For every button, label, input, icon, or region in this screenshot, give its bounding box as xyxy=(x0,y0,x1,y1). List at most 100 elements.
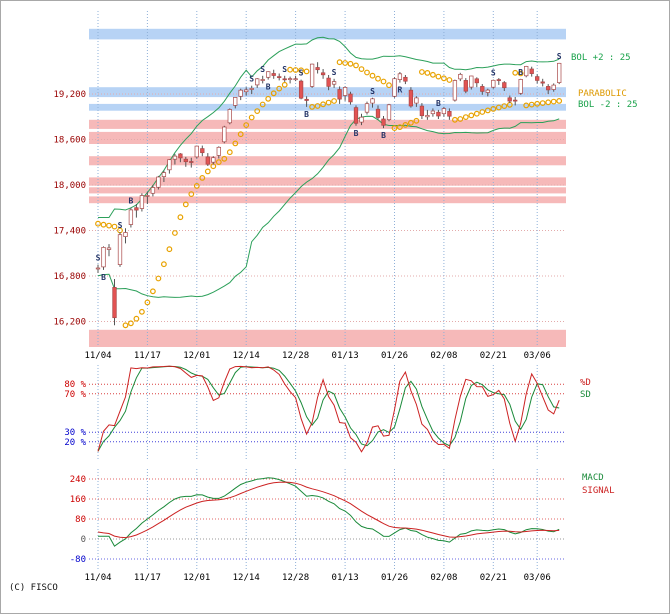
candlestick xyxy=(474,78,479,84)
parabolic-sar-dot xyxy=(441,75,447,82)
candlestick xyxy=(260,79,265,81)
stoch-y-axis-label: 80 % xyxy=(64,380,86,390)
candlestick xyxy=(287,78,293,80)
candlestick xyxy=(485,89,490,93)
parabolic-sar-dot xyxy=(342,60,349,66)
date-axis-label: 12/14 xyxy=(233,351,260,361)
candlestick xyxy=(123,232,128,237)
parabolic-sar-dot xyxy=(517,70,524,77)
legend-percent-d: %D xyxy=(580,378,591,388)
parabolic-sar-dot xyxy=(397,124,403,130)
candlestick xyxy=(397,73,403,80)
parabolic-sar-dot xyxy=(512,69,519,76)
candlestick xyxy=(557,62,562,83)
candlestick xyxy=(293,78,298,81)
parabolic-sar-dot xyxy=(276,85,283,92)
parabolic-sar-dot xyxy=(166,246,173,253)
candlestick xyxy=(194,145,199,158)
parabolic-sar-dot xyxy=(243,122,250,128)
parabolic-sar-dot xyxy=(138,308,145,315)
parabolic-sar-dot xyxy=(177,214,184,221)
parabolic-sar-dot xyxy=(468,112,475,119)
macd-y-axis-label: 240 xyxy=(70,475,86,485)
parabolic-sar-dot xyxy=(358,66,365,72)
parabolic-sar-dot xyxy=(364,69,370,76)
parabolic-sar-dot xyxy=(430,71,436,78)
parabolic-sar-dot xyxy=(265,95,272,102)
signal-marker-B: B xyxy=(354,129,359,138)
candlestick xyxy=(320,72,326,76)
main-y-axis-label: 17,400 xyxy=(53,227,86,237)
candlestick xyxy=(441,108,447,115)
parabolic-sar-dot xyxy=(495,104,502,111)
signal-marker-B: B xyxy=(304,110,309,119)
candlestick xyxy=(359,116,364,123)
macd-line xyxy=(98,477,560,547)
signal-marker-S: S xyxy=(557,52,562,61)
signal-marker-B: B xyxy=(436,99,441,108)
candlestick xyxy=(101,247,106,268)
candlestick xyxy=(480,86,485,92)
candlestick xyxy=(189,161,194,163)
date-axis-label: 03/06 xyxy=(524,351,551,361)
candlestick xyxy=(271,73,276,76)
date-axis-label: 01/13 xyxy=(332,351,359,361)
blue-price-zone xyxy=(89,87,566,98)
parabolic-sar-dot xyxy=(484,107,491,114)
candlestick xyxy=(436,111,441,117)
parabolic-sar-dot xyxy=(419,69,425,75)
parabolic-sar-dot xyxy=(545,99,552,106)
date-axis-label: 11/04 xyxy=(84,573,111,583)
date-axis-label: 02/08 xyxy=(430,573,457,583)
candlestick xyxy=(222,126,227,143)
date-axis-label: 02/21 xyxy=(480,573,507,583)
parabolic-sar-dot xyxy=(457,116,464,122)
legend-sd: SD xyxy=(580,390,591,400)
candlestick xyxy=(419,105,425,117)
candlestick xyxy=(386,104,392,121)
pink-price-zone xyxy=(89,187,566,194)
candlestick xyxy=(128,209,134,225)
date-axis-label: 12/28 xyxy=(282,351,309,361)
copyright-fisco: (C) FISCO xyxy=(9,583,58,593)
date-axis-label: 12/01 xyxy=(183,573,210,583)
candlestick xyxy=(348,93,353,103)
candlestick xyxy=(540,81,545,84)
candlestick xyxy=(463,80,468,92)
candlestick xyxy=(145,195,150,197)
signal-marker-S: S xyxy=(118,221,123,230)
parabolic-sar-dot xyxy=(320,101,327,108)
parabolic-sar-dot xyxy=(303,68,310,75)
parabolic-sar-dot xyxy=(111,223,118,230)
parabolic-sar-dot xyxy=(292,67,299,73)
bollinger-lower-line xyxy=(97,115,560,298)
date-axis-label: 01/26 xyxy=(381,573,408,583)
candlestick xyxy=(425,115,430,118)
candlestick xyxy=(403,76,408,82)
date-axis-label: 12/14 xyxy=(233,573,260,583)
legend-bollinger-lower: BOL -2 : 25 xyxy=(578,100,638,110)
candlestick xyxy=(178,153,183,159)
candlestick xyxy=(353,107,359,124)
signal-marker-S: S xyxy=(370,87,375,96)
signal-marker-B: B xyxy=(518,68,523,77)
candlestick xyxy=(315,67,320,71)
parabolic-sar-dot xyxy=(550,98,557,105)
stoch-y-axis-label: 20 % xyxy=(64,438,86,448)
parabolic-sar-dot xyxy=(523,102,530,109)
candlestick xyxy=(381,118,386,126)
parabolic-sar-dot xyxy=(133,315,140,322)
parabolic-sar-dot xyxy=(298,67,305,74)
signal-marker-S: S xyxy=(249,75,254,84)
blue-price-zone xyxy=(89,103,566,111)
candlestick xyxy=(408,89,414,107)
candlestick xyxy=(298,80,304,99)
pink-price-zone xyxy=(89,119,566,129)
parabolic-sar-dot xyxy=(435,73,442,80)
sd-line xyxy=(97,365,560,452)
candlestick xyxy=(370,98,375,104)
candlestick xyxy=(233,97,238,106)
candlestick xyxy=(529,68,534,74)
candlestick xyxy=(414,97,419,104)
